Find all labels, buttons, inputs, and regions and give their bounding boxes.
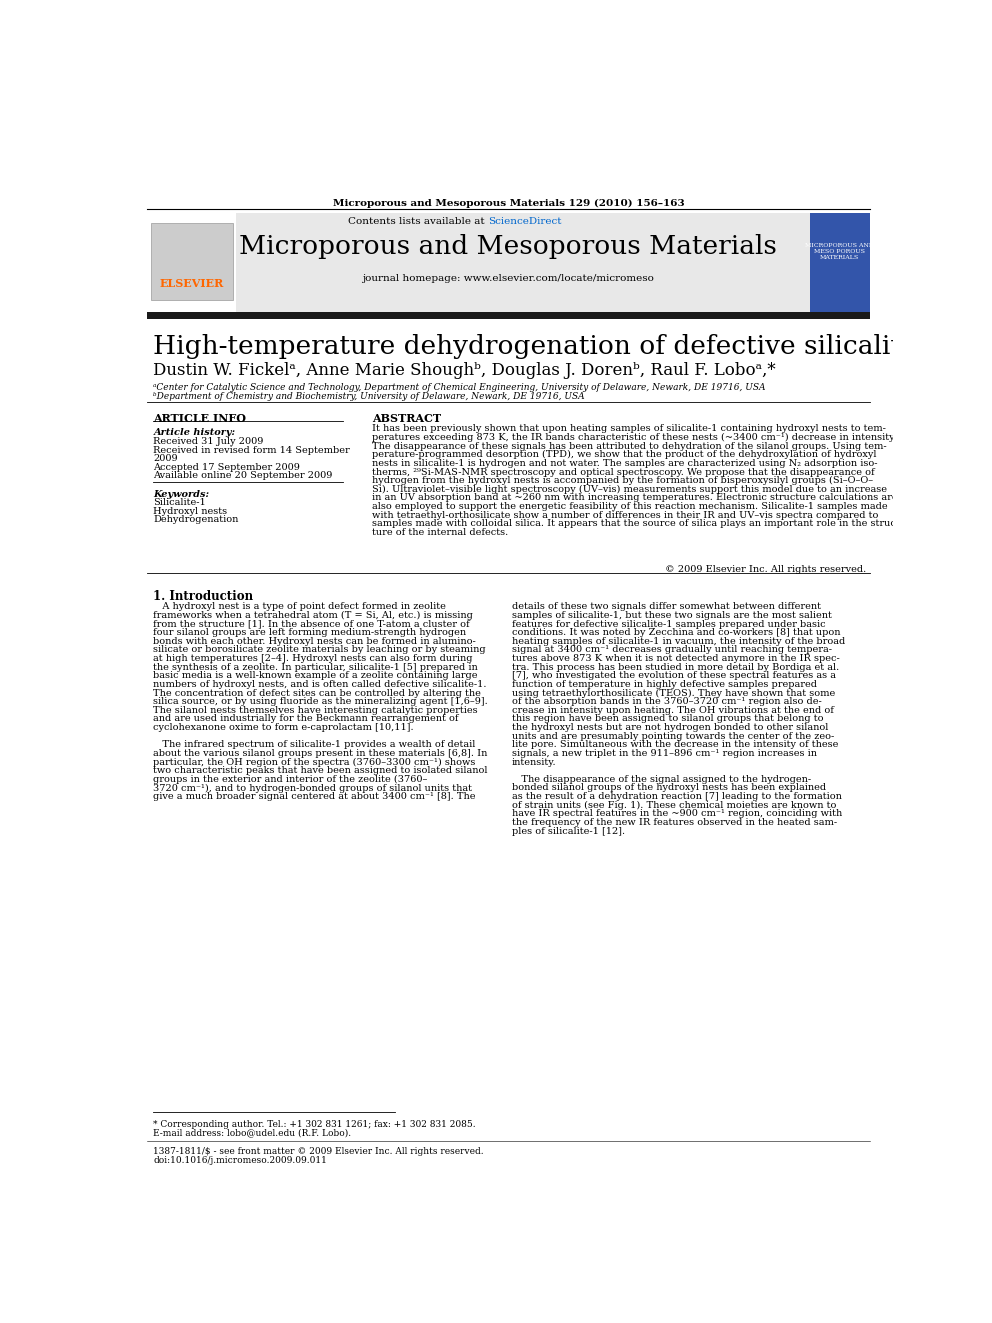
Text: ples of silicalite-1 [12].: ples of silicalite-1 [12]. <box>512 827 625 836</box>
Text: crease in intensity upon heating. The OH vibrations at the end of: crease in intensity upon heating. The OH… <box>512 705 833 714</box>
Text: cyclohexanone oxime to form e-caprolactam [10,11].: cyclohexanone oxime to form e-caprolacta… <box>154 722 414 732</box>
Text: A hydroxyl nest is a type of point defect formed in zeolite: A hydroxyl nest is a type of point defec… <box>154 602 446 611</box>
Text: Si). Ultraviolet–visible light spectroscopy (UV–vis) measurements support this m: Si). Ultraviolet–visible light spectrosc… <box>372 484 887 493</box>
Text: signals, a new triplet in the 911–896 cm⁻¹ region increases in: signals, a new triplet in the 911–896 cm… <box>512 749 816 758</box>
Text: Hydroxyl nests: Hydroxyl nests <box>154 507 227 516</box>
Text: samples of silicalite-1, but these two signals are the most salient: samples of silicalite-1, but these two s… <box>512 611 831 620</box>
FancyBboxPatch shape <box>151 222 232 300</box>
Text: MICROPOROUS AND
MESO POROUS
MATERIALS: MICROPOROUS AND MESO POROUS MATERIALS <box>805 243 874 261</box>
Text: Received in revised form 14 September: Received in revised form 14 September <box>154 446 350 455</box>
Text: Received 31 July 2009: Received 31 July 2009 <box>154 438 264 446</box>
Text: ture of the internal defects.: ture of the internal defects. <box>372 528 508 537</box>
Text: Available online 20 September 2009: Available online 20 September 2009 <box>154 471 333 480</box>
Text: and are used industrially for the Beckmann rearrangement of: and are used industrially for the Beckma… <box>154 714 459 724</box>
Text: conditions. It was noted by Zecchina and co-workers [8] that upon: conditions. It was noted by Zecchina and… <box>512 628 840 638</box>
Text: bonded silanol groups of the hydroxyl nests has been explained: bonded silanol groups of the hydroxyl ne… <box>512 783 825 792</box>
Text: tures above 873 K when it is not detected anymore in the IR spec-: tures above 873 K when it is not detecte… <box>512 654 839 663</box>
Text: have IR spectral features in the ~900 cm⁻¹ region, coinciding with: have IR spectral features in the ~900 cm… <box>512 810 842 818</box>
Text: numbers of hydroxyl nests, and is often called defective silicalite-1.: numbers of hydroxyl nests, and is often … <box>154 680 487 689</box>
Text: of the absorption bands in the 3760–3720 cm⁻¹ region also de-: of the absorption bands in the 3760–3720… <box>512 697 821 706</box>
Text: peratures exceeding 873 K, the IR bands characteristic of these nests (~3400 cm⁻: peratures exceeding 873 K, the IR bands … <box>372 433 897 442</box>
Text: frameworks when a tetrahedral atom (T = Si, Al, etc.) is missing: frameworks when a tetrahedral atom (T = … <box>154 611 473 620</box>
Text: [7], who investigated the evolution of these spectral features as a: [7], who investigated the evolution of t… <box>512 671 835 680</box>
Text: from the structure [1]. In the absence of one T-atom a cluster of: from the structure [1]. In the absence o… <box>154 619 470 628</box>
Text: silica source, or by using fluoride as the mineralizing agent [1,6–9].: silica source, or by using fluoride as t… <box>154 697 488 706</box>
Text: Article history:: Article history: <box>154 429 235 438</box>
FancyBboxPatch shape <box>809 213 870 312</box>
Text: features for defective silicalite-1 samples prepared under basic: features for defective silicalite-1 samp… <box>512 619 825 628</box>
Text: Contents lists available at: Contents lists available at <box>348 217 488 225</box>
FancyBboxPatch shape <box>147 213 870 312</box>
Text: nests in silicalite-1 is hydrogen and not water. The samples are characterized u: nests in silicalite-1 is hydrogen and no… <box>372 459 878 468</box>
Text: function of temperature in highly defective samples prepared: function of temperature in highly defect… <box>512 680 816 689</box>
Text: E-mail address: lobo@udel.edu (R.F. Lobo).: E-mail address: lobo@udel.edu (R.F. Lobo… <box>154 1129 351 1138</box>
Text: also employed to support the energetic feasibility of this reaction mechanism. S: also employed to support the energetic f… <box>372 501 888 511</box>
Text: journal homepage: www.elsevier.com/locate/micromeso: journal homepage: www.elsevier.com/locat… <box>362 274 655 283</box>
Text: four silanol groups are left forming medium-strength hydrogen: four silanol groups are left forming med… <box>154 628 466 638</box>
Text: groups in the exterior and interior of the zeolite (3760–: groups in the exterior and interior of t… <box>154 775 428 785</box>
FancyBboxPatch shape <box>147 312 870 319</box>
Text: at high temperatures [2–4]. Hydroxyl nests can also form during: at high temperatures [2–4]. Hydroxyl nes… <box>154 654 473 663</box>
Text: units and are presumably pointing towards the center of the zeo-: units and are presumably pointing toward… <box>512 732 833 741</box>
Text: the hydroxyl nests but are not hydrogen bonded to other silanol: the hydroxyl nests but are not hydrogen … <box>512 722 828 732</box>
Text: samples made with colloidal silica. It appears that the source of silica plays a: samples made with colloidal silica. It a… <box>372 519 899 528</box>
Text: The silanol nests themselves have interesting catalytic properties: The silanol nests themselves have intere… <box>154 705 478 714</box>
Text: Microporous and Mesoporous Materials: Microporous and Mesoporous Materials <box>239 234 778 259</box>
Text: 1. Introduction: 1. Introduction <box>154 590 254 603</box>
Text: the frequency of the new IR features observed in the heated sam-: the frequency of the new IR features obs… <box>512 818 836 827</box>
Text: ELSEVIER: ELSEVIER <box>160 278 223 290</box>
Text: with tetraethyl-orthosilicate show a number of differences in their IR and UV–vi: with tetraethyl-orthosilicate show a num… <box>372 511 878 520</box>
Text: signal at 3400 cm⁻¹ decreases gradually until reaching tempera-: signal at 3400 cm⁻¹ decreases gradually … <box>512 646 831 655</box>
Text: Dehydrogenation: Dehydrogenation <box>154 515 239 524</box>
Text: * Corresponding author. Tel.: +1 302 831 1261; fax: +1 302 831 2085.: * Corresponding author. Tel.: +1 302 831… <box>154 1119 476 1129</box>
Text: Microporous and Mesoporous Materials 129 (2010) 156–163: Microporous and Mesoporous Materials 129… <box>332 198 684 208</box>
Text: therms, ²⁹Si-MAS-NMR spectroscopy and optical spectroscopy. We propose that the : therms, ²⁹Si-MAS-NMR spectroscopy and op… <box>372 467 875 476</box>
Text: perature-programmed desorption (TPD), we show that the product of the dehydroxyl: perature-programmed desorption (TPD), we… <box>372 450 877 459</box>
Text: © 2009 Elsevier Inc. All rights reserved.: © 2009 Elsevier Inc. All rights reserved… <box>666 565 866 574</box>
Text: give a much broader signal centered at about 3400 cm⁻¹ [8]. The: give a much broader signal centered at a… <box>154 792 476 800</box>
Text: the synthesis of a zeolite. In particular, silicalite-1 [5] prepared in: the synthesis of a zeolite. In particula… <box>154 663 478 672</box>
Text: Dustin W. Fickelᵃ, Anne Marie Shoughᵇ, Douglas J. Dorenᵇ, Raul F. Loboᵃ,*: Dustin W. Fickelᵃ, Anne Marie Shoughᵇ, D… <box>154 363 776 380</box>
Text: two characteristic peaks that have been assigned to isolated silanol: two characteristic peaks that have been … <box>154 766 488 775</box>
FancyBboxPatch shape <box>147 213 236 312</box>
Text: ARTICLE INFO: ARTICLE INFO <box>154 413 246 423</box>
Text: 3720 cm⁻¹), and to hydrogen-bonded groups of silanol units that: 3720 cm⁻¹), and to hydrogen-bonded group… <box>154 783 472 792</box>
Text: ABSTRACT: ABSTRACT <box>372 413 441 423</box>
Text: bonds with each other. Hydroxyl nests can be formed in alumino-: bonds with each other. Hydroxyl nests ca… <box>154 636 476 646</box>
Text: 2009: 2009 <box>154 454 179 463</box>
Text: ᵇDepartment of Chemistry and Biochemistry, University of Delaware, Newark, DE 19: ᵇDepartment of Chemistry and Biochemistr… <box>154 392 585 401</box>
Text: heating samples of silicalite-1 in vacuum, the intensity of the broad: heating samples of silicalite-1 in vacuu… <box>512 636 845 646</box>
Text: tra. This process has been studied in more detail by Bordiga et al.: tra. This process has been studied in mo… <box>512 663 839 672</box>
Text: The disappearance of the signal assigned to the hydrogen-: The disappearance of the signal assigned… <box>512 775 810 783</box>
Text: as the result of a dehydration reaction [7] leading to the formation: as the result of a dehydration reaction … <box>512 792 841 800</box>
Text: ScienceDirect: ScienceDirect <box>488 217 561 225</box>
Text: Silicalite-1: Silicalite-1 <box>154 499 206 507</box>
Text: basic media is a well-known example of a zeolite containing large: basic media is a well-known example of a… <box>154 671 478 680</box>
Text: Accepted 17 September 2009: Accepted 17 September 2009 <box>154 463 301 472</box>
Text: intensity.: intensity. <box>512 758 557 766</box>
Text: The infrared spectrum of silicalite-1 provides a wealth of detail: The infrared spectrum of silicalite-1 pr… <box>154 741 476 749</box>
Text: about the various silanol groups present in these materials [6,8]. In: about the various silanol groups present… <box>154 749 488 758</box>
Text: 1387-1811/$ - see front matter © 2009 Elsevier Inc. All rights reserved.: 1387-1811/$ - see front matter © 2009 El… <box>154 1147 484 1156</box>
Text: details of these two signals differ somewhat between different: details of these two signals differ some… <box>512 602 820 611</box>
Text: The concentration of defect sites can be controlled by altering the: The concentration of defect sites can be… <box>154 688 481 697</box>
Text: hydrogen from the hydroxyl nests is accompanied by the formation of bisperoxysil: hydrogen from the hydroxyl nests is acco… <box>372 476 873 486</box>
Text: Keywords:: Keywords: <box>154 490 209 499</box>
Text: using tetraethylorthosilicate (TEOS). They have shown that some: using tetraethylorthosilicate (TEOS). Th… <box>512 688 834 697</box>
Text: this region have been assigned to silanol groups that belong to: this region have been assigned to silano… <box>512 714 823 724</box>
Text: It has been previously shown that upon heating samples of silicalite-1 containin: It has been previously shown that upon h… <box>372 425 886 434</box>
Text: ᵃCenter for Catalytic Science and Technology, Department of Chemical Engineering: ᵃCenter for Catalytic Science and Techno… <box>154 382 766 392</box>
Text: doi:10.1016/j.micromeso.2009.09.011: doi:10.1016/j.micromeso.2009.09.011 <box>154 1156 327 1166</box>
Text: lite pore. Simultaneous with the decrease in the intensity of these: lite pore. Simultaneous with the decreas… <box>512 741 838 749</box>
Text: in an UV absorption band at ~260 nm with increasing temperatures. Electronic str: in an UV absorption band at ~260 nm with… <box>372 493 898 503</box>
Text: The disappearance of these signals has been attributed to dehydration of the sil: The disappearance of these signals has b… <box>372 442 887 451</box>
Text: of strain units (see Fig. 1). These chemical moieties are known to: of strain units (see Fig. 1). These chem… <box>512 800 836 810</box>
Text: particular, the OH region of the spectra (3760–3300 cm⁻¹) shows: particular, the OH region of the spectra… <box>154 758 476 766</box>
Text: silicate or borosilicate zeolite materials by leaching or by steaming: silicate or borosilicate zeolite materia… <box>154 646 486 655</box>
Text: High-temperature dehydrogenation of defective silicalites: High-temperature dehydrogenation of defe… <box>154 335 930 360</box>
